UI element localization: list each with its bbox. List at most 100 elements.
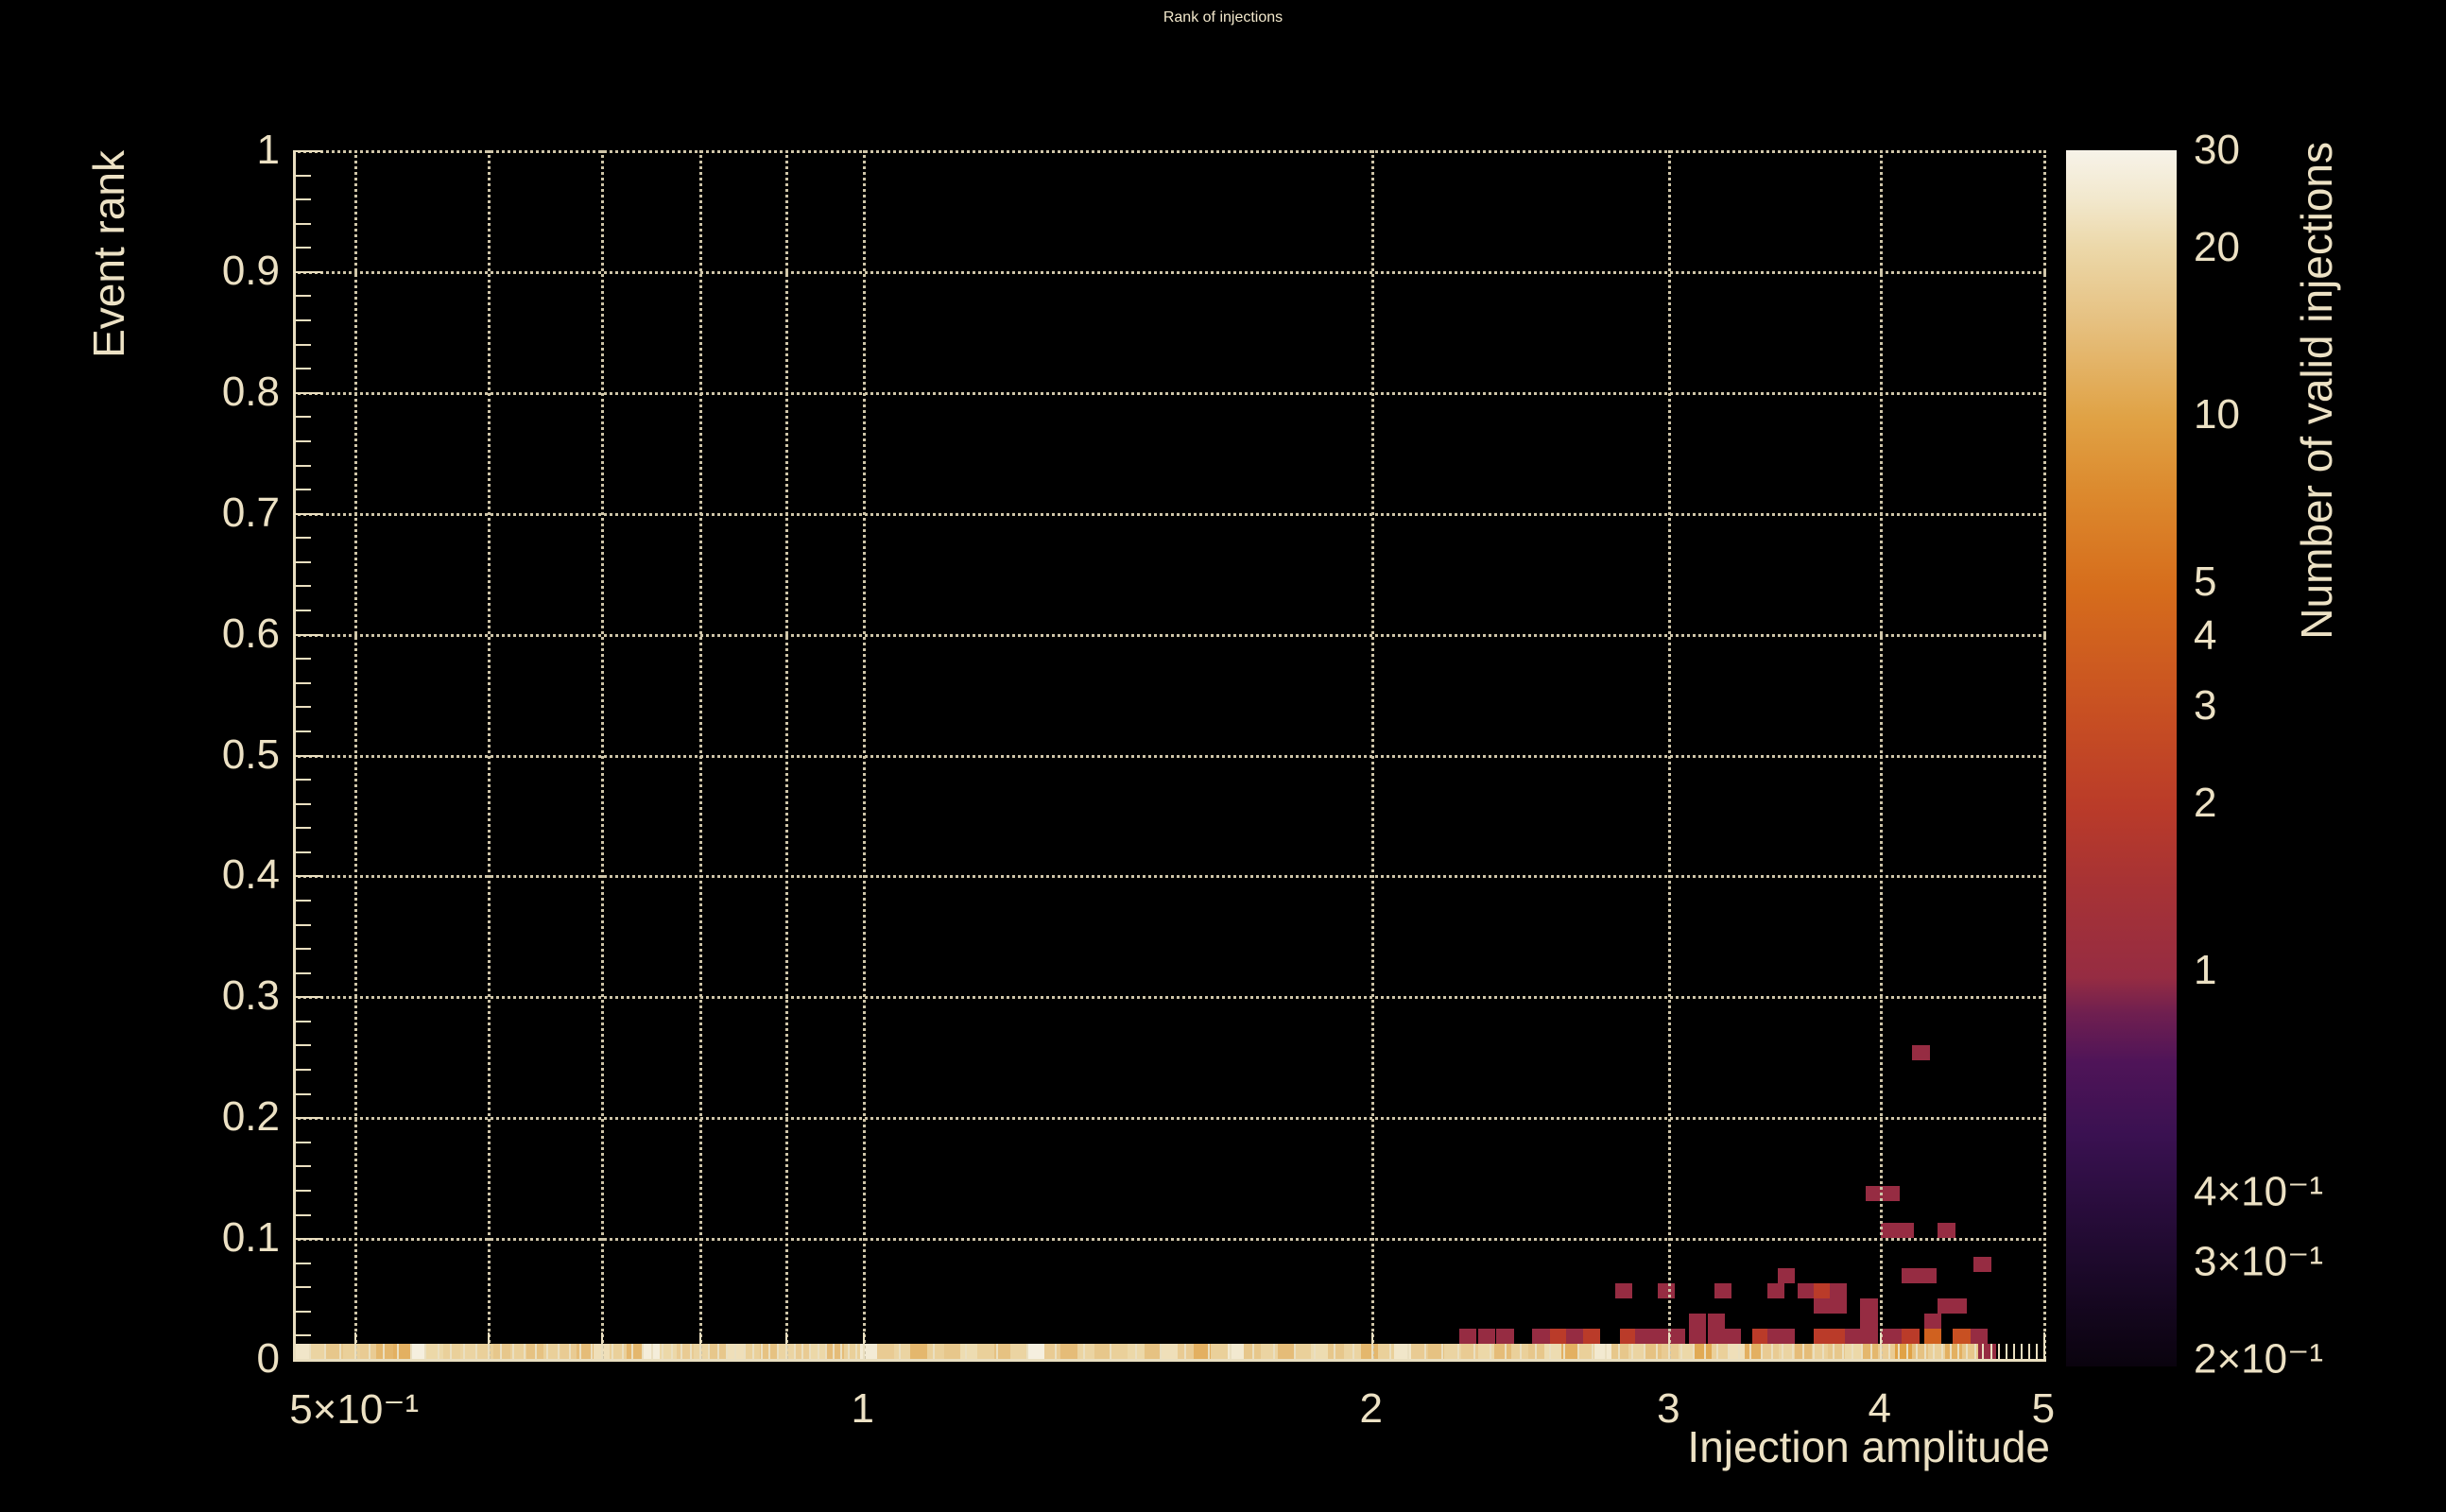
- heatmap-cell: [1582, 1328, 1601, 1344]
- heatmap-cell: [1928, 1344, 1946, 1359]
- y-major-tick: [296, 150, 322, 152]
- colorbar-tick-label: 3: [2194, 681, 2217, 729]
- colorbar-tick-label: 2: [2194, 780, 2217, 827]
- y-minor-tick: [296, 537, 311, 540]
- x-minor-tick: [1770, 1344, 1773, 1359]
- x-minor-tick: [1692, 1344, 1695, 1359]
- y-tick-label: 0.3: [221, 972, 280, 1020]
- heatmap-cell: [1714, 1283, 1732, 1299]
- heatmap-cell: [627, 1344, 645, 1359]
- heatmap-cell: [1111, 1344, 1128, 1359]
- x-minor-tick: [1489, 1344, 1491, 1359]
- x-minor-tick: [801, 1344, 803, 1359]
- x-minor-tick: [1293, 1344, 1296, 1359]
- y-minor-tick: [296, 1020, 311, 1022]
- heatmap-cell: [1043, 1344, 1062, 1359]
- heatmap-cell: [1953, 1328, 1971, 1344]
- heatmap-cell: [1745, 1344, 1763, 1359]
- x-minor-tick: [1251, 1344, 1254, 1359]
- x-minor-tick: [1549, 1344, 1552, 1359]
- x-minor-tick: [965, 1344, 968, 1359]
- heatmap-cell: [1144, 1344, 1162, 1359]
- y-minor-tick: [296, 1092, 311, 1095]
- colorbar-tick-label: 3×10⁻¹: [2194, 1238, 2323, 1284]
- x-minor-tick: [1025, 1344, 1028, 1359]
- x-minor-tick: [1423, 1344, 1426, 1359]
- y-minor-tick: [296, 174, 311, 177]
- colorbar-tick-label: 2×10⁻¹: [2194, 1335, 2323, 1383]
- heatmap-cell: [1902, 1328, 1920, 1344]
- x-minor-tick: [1388, 1344, 1391, 1359]
- x-minor-tick: [1160, 1344, 1163, 1359]
- heatmap-cell: [1211, 1344, 1229, 1359]
- x-minor-tick: [1861, 1344, 1864, 1359]
- x-minor-tick: [1957, 1344, 1960, 1359]
- y-minor-tick: [296, 681, 311, 684]
- y-major-tick: [296, 512, 322, 515]
- y-minor-tick: [296, 585, 311, 588]
- y-minor-tick: [296, 1189, 311, 1192]
- heatmap-cell: [1845, 1328, 1863, 1344]
- x-minor-tick: [854, 1344, 857, 1359]
- heatmap-cell: [1911, 1344, 1930, 1359]
- colorbar-tick-label: 10: [2194, 391, 2240, 438]
- y-tick-label: 0.6: [221, 610, 280, 657]
- x-minor-tick: [2021, 1344, 2024, 1359]
- x-minor-tick: [621, 1344, 624, 1359]
- heatmap-cell: [1912, 1045, 1930, 1061]
- x-tick-label: 5×10⁻¹: [289, 1386, 420, 1433]
- x-minor-tick: [2028, 1344, 2031, 1359]
- x-minor-tick: [1055, 1344, 1058, 1359]
- colorbar-title: Number of valid injections: [2292, 142, 2341, 640]
- heatmap-cell: [1978, 1344, 1996, 1359]
- x-minor-tick: [2013, 1344, 2016, 1359]
- heatmap-cell: [1620, 1328, 1638, 1344]
- heatmap-cell: [1829, 1328, 1848, 1344]
- x-minor-tick: [1801, 1344, 1804, 1359]
- x-minor-tick: [751, 1344, 754, 1359]
- heatmap-cell: [960, 1344, 978, 1359]
- x-minor-tick: [1738, 1344, 1741, 1359]
- heatmap-cell: [1544, 1344, 1562, 1359]
- x-minor-tick: [1940, 1344, 1943, 1359]
- y-gridline: [293, 270, 2046, 274]
- heatmap-cell: [1361, 1344, 1379, 1359]
- x-minor-tick: [500, 1344, 503, 1359]
- y-minor-tick: [296, 439, 311, 442]
- x-minor-tick: [1183, 1344, 1186, 1359]
- heatmap-cell: [1711, 1344, 1730, 1359]
- y-minor-tick: [296, 464, 311, 467]
- x-minor-tick: [734, 1344, 737, 1359]
- heatmap-cell: [1728, 1344, 1746, 1359]
- heatmap-cell: [1667, 1328, 1685, 1344]
- y-minor-tick: [296, 343, 311, 346]
- x-minor-tick: [1749, 1344, 1752, 1359]
- heatmap-cell: [509, 1344, 527, 1359]
- colorbar-tick-label: 30: [2194, 127, 2240, 173]
- heatmap-cell: [1532, 1328, 1550, 1344]
- y-minor-tick: [296, 368, 311, 370]
- y-gridline: [293, 754, 2046, 758]
- y-gridline: [293, 1117, 2046, 1121]
- heatmap-cell: [1161, 1344, 1179, 1359]
- x-minor-tick: [546, 1344, 549, 1359]
- heatmap-cell: [1829, 1283, 1848, 1299]
- x-minor-tick: [1604, 1344, 1607, 1359]
- heatmap-cell: [1560, 1344, 1579, 1359]
- x-minor-tick: [793, 1344, 796, 1359]
- x-minor-tick: [1715, 1344, 1718, 1359]
- x-minor-tick: [410, 1344, 413, 1359]
- y-axis-title: Event rank: [84, 150, 133, 358]
- heatmap-cell: [1377, 1344, 1396, 1359]
- x-tick-label: 4: [1868, 1385, 1891, 1432]
- y-minor-tick: [296, 319, 311, 322]
- x-minor-tick: [661, 1344, 663, 1359]
- y-axis-line: [293, 150, 296, 1362]
- y-gridline: [293, 633, 2046, 637]
- y-minor-tick: [296, 899, 311, 902]
- x-minor-tick: [535, 1344, 538, 1359]
- x-minor-tick: [840, 1344, 843, 1359]
- heatmap-cell: [1945, 1344, 1963, 1359]
- x-minor-tick: [1949, 1344, 1952, 1359]
- x-minor-tick: [1082, 1344, 1085, 1359]
